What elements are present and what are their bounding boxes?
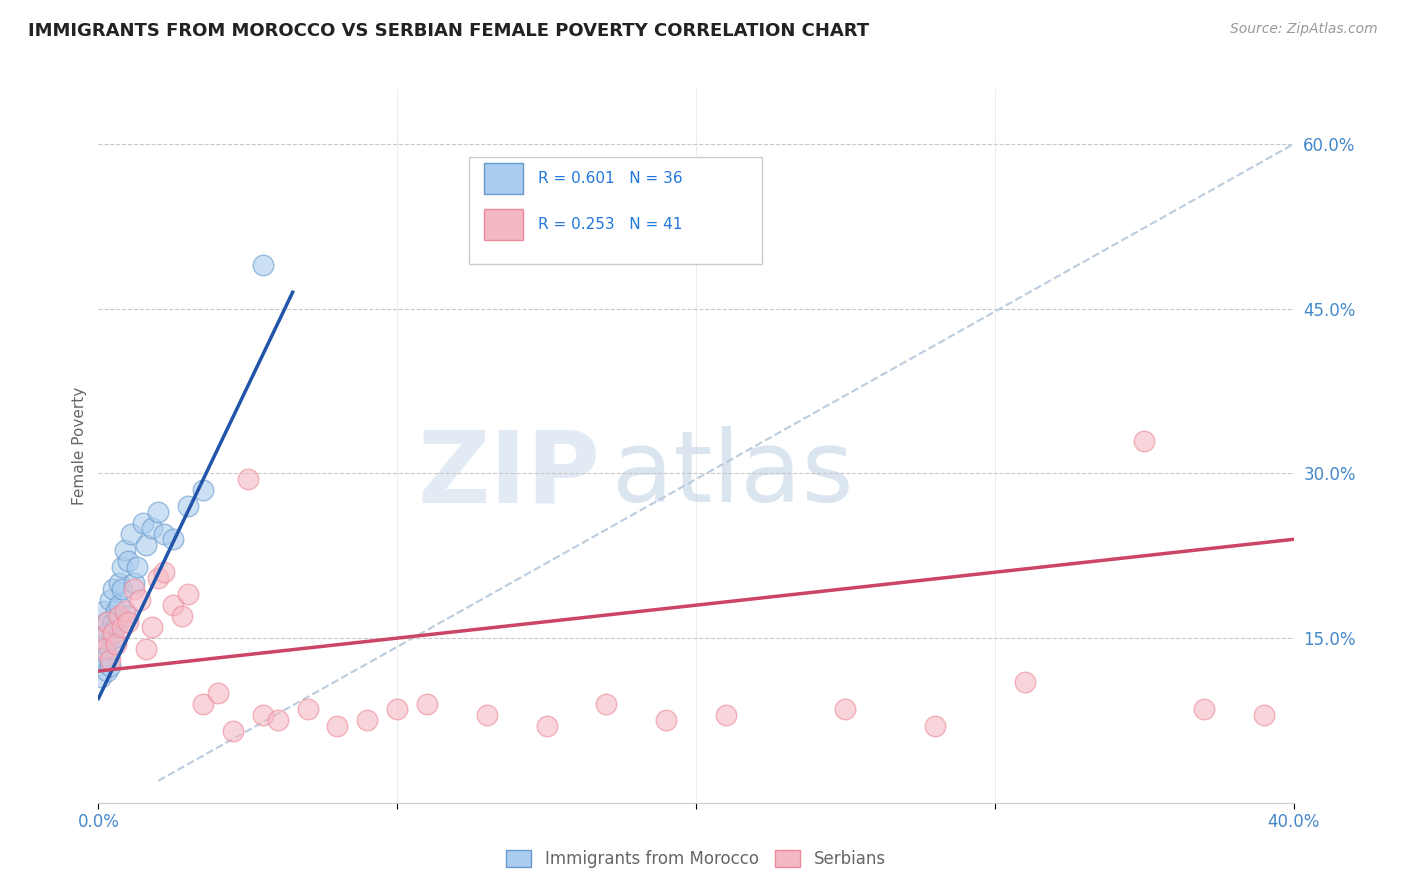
Point — [172, 609, 194, 624]
Point — [108, 576, 131, 591]
Point — [1014, 675, 1036, 690]
Point — [162, 533, 184, 547]
Point — [153, 566, 176, 580]
Point — [105, 637, 128, 651]
Point — [103, 631, 125, 645]
Point — [267, 714, 290, 728]
Text: atlas: atlas — [613, 426, 853, 523]
Point — [100, 642, 122, 657]
Point — [124, 576, 146, 591]
Point — [103, 582, 125, 596]
Point — [108, 598, 131, 612]
Point — [129, 592, 152, 607]
Point — [93, 642, 115, 657]
Point — [111, 559, 134, 574]
Point — [127, 559, 149, 574]
Point — [105, 620, 128, 634]
Point — [252, 708, 274, 723]
Point — [117, 609, 139, 624]
Text: R = 0.601   N = 36: R = 0.601 N = 36 — [538, 171, 683, 186]
Point — [111, 620, 134, 634]
FancyBboxPatch shape — [485, 162, 523, 194]
Text: R = 0.253   N = 41: R = 0.253 N = 41 — [538, 218, 682, 232]
Legend: Immigrants from Morocco, Serbians: Immigrants from Morocco, Serbians — [498, 842, 894, 877]
Point — [100, 592, 122, 607]
Point — [96, 648, 118, 662]
Point — [1133, 434, 1156, 448]
Point — [141, 620, 163, 634]
Point — [135, 642, 157, 657]
Point — [148, 505, 170, 519]
Point — [385, 702, 409, 716]
Point — [655, 714, 678, 728]
Point — [105, 604, 128, 618]
Point — [93, 620, 115, 634]
Point — [120, 526, 142, 541]
Y-axis label: Female Poverty: Female Poverty — [72, 387, 87, 505]
Point — [416, 697, 439, 711]
Point — [96, 664, 118, 678]
Point — [191, 697, 214, 711]
Point — [236, 472, 259, 486]
Point — [103, 615, 125, 629]
Point — [326, 719, 349, 733]
Point — [96, 615, 118, 629]
Point — [96, 615, 118, 629]
Point — [132, 516, 155, 530]
Point — [141, 521, 163, 535]
Point — [90, 631, 112, 645]
Point — [177, 587, 200, 601]
Point — [834, 702, 856, 716]
Point — [222, 724, 245, 739]
Point — [1192, 702, 1215, 716]
Point — [93, 604, 115, 618]
Point — [117, 615, 139, 629]
Point — [148, 571, 170, 585]
Point — [153, 526, 176, 541]
Point — [924, 719, 946, 733]
Point — [356, 714, 378, 728]
Text: Source: ZipAtlas.com: Source: ZipAtlas.com — [1230, 22, 1378, 37]
Text: ZIP: ZIP — [418, 426, 600, 523]
Point — [475, 708, 498, 723]
Point — [90, 653, 112, 667]
Point — [93, 637, 115, 651]
Point — [536, 719, 558, 733]
Point — [124, 582, 146, 596]
Point — [177, 500, 200, 514]
Point — [714, 708, 737, 723]
FancyBboxPatch shape — [470, 157, 762, 264]
Point — [90, 669, 112, 683]
Point — [595, 697, 617, 711]
Point — [297, 702, 319, 716]
Point — [100, 658, 122, 673]
Point — [114, 604, 136, 618]
Point — [1253, 708, 1275, 723]
Point — [191, 483, 214, 497]
Point — [117, 554, 139, 568]
Point — [103, 625, 125, 640]
FancyBboxPatch shape — [485, 209, 523, 241]
Point — [114, 543, 136, 558]
Point — [252, 258, 274, 272]
Text: IMMIGRANTS FROM MOROCCO VS SERBIAN FEMALE POVERTY CORRELATION CHART: IMMIGRANTS FROM MOROCCO VS SERBIAN FEMAL… — [28, 22, 869, 40]
Point — [100, 653, 122, 667]
Point — [135, 538, 157, 552]
Point — [162, 598, 184, 612]
Point — [111, 582, 134, 596]
Point — [207, 686, 229, 700]
Point — [96, 625, 118, 640]
Point — [108, 609, 131, 624]
